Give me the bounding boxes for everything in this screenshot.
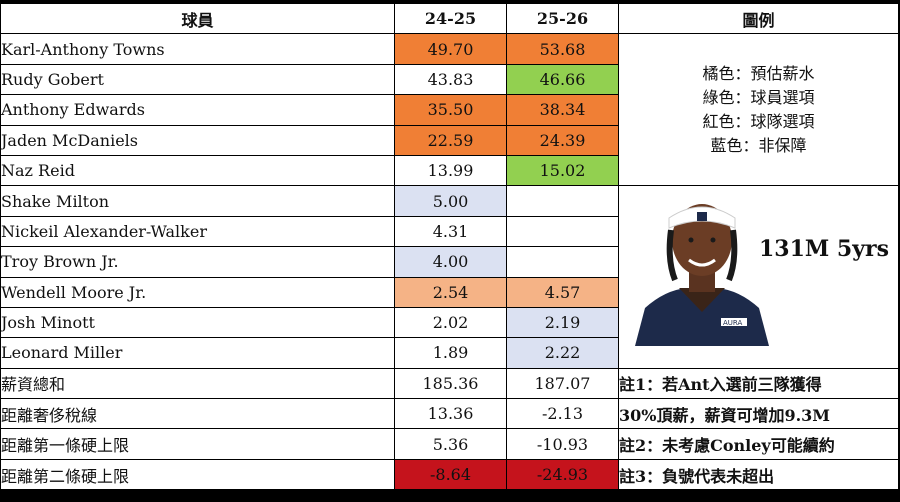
table-row: 距離奢侈稅線 13.36 -2.13 30%頂薪，薪資可增加9.3M <box>0 398 899 430</box>
legend-green: 綠色：球員選項 <box>702 87 815 107</box>
salary-2425: -8.64 <box>394 458 507 491</box>
salary-2526: 38.34 <box>506 94 619 126</box>
salary-2425: 1.89 <box>394 337 507 369</box>
table-row: Jaden McDaniels 22.59 24.39 <box>0 124 899 156</box>
row-label: 薪資總和 <box>0 367 395 400</box>
salary-2425: 2.54 <box>394 276 507 308</box>
salary-table: 球員 24-25 25-26 圖例 Karl-Anthony Towns 49.… <box>0 2 899 491</box>
salary-2526: 187.07 <box>506 367 619 400</box>
salary-2425: 49.70 <box>394 33 507 65</box>
salary-2526: 24.39 <box>506 124 619 156</box>
legend-red: 紅色：球隊選項 <box>702 111 815 131</box>
note-2: 註2：未考慮Conley可能續約 <box>618 428 899 460</box>
row-label: 距離奢侈稅線 <box>0 398 395 430</box>
header-row: 球員 24-25 25-26 圖例 <box>0 2 899 35</box>
table-row: Karl-Anthony Towns 49.70 53.68 橘色：預估薪水 綠… <box>0 33 899 187</box>
salary-2526: 4.57 <box>506 276 619 308</box>
player-name: Rudy Gobert <box>0 63 395 96</box>
contract-label: 131M 5yrs <box>759 236 890 263</box>
salary-2526: -2.13 <box>506 398 619 430</box>
table-row: Naz Reid 13.99 15.02 <box>0 154 899 187</box>
salary-2425: 185.36 <box>394 367 507 400</box>
player-name: Shake Milton <box>0 185 395 217</box>
header-2526: 25-26 <box>506 2 619 35</box>
header-legend: 圖例 <box>618 2 899 35</box>
salary-2526 <box>506 246 619 278</box>
table-row: Shake Milton 5.00 AURA <box>0 185 899 369</box>
salary-2526 <box>506 185 619 217</box>
table-row: Josh Minott 2.02 2.19 <box>0 306 899 339</box>
legend-blue: 藍色：非保障 <box>710 135 807 155</box>
table-row: Nickeil Alexander-Walker 4.31 <box>0 215 899 248</box>
salary-2425: 22.59 <box>394 124 507 156</box>
salary-2425: 2.02 <box>394 306 507 339</box>
table-row: 薪資總和 185.36 187.07 註1：若Ant入選前三隊獲得 <box>0 367 899 400</box>
salary-2425: 13.99 <box>394 154 507 187</box>
player-photo-cell: AURA 131M 5yrs <box>618 185 899 369</box>
header-player: 球員 <box>0 2 395 35</box>
salary-2425: 43.83 <box>394 63 507 96</box>
salary-2425: 5.00 <box>394 185 507 217</box>
salary-2526: 2.19 <box>506 306 619 339</box>
salary-2425: 13.36 <box>394 398 507 430</box>
salary-2526: -10.93 <box>506 428 619 460</box>
player-name: Troy Brown Jr. <box>0 246 395 278</box>
salary-2425: 4.31 <box>394 215 507 248</box>
player-name: Naz Reid <box>0 154 395 187</box>
player-name: Karl-Anthony Towns <box>0 33 395 65</box>
header-2425: 24-25 <box>394 2 507 35</box>
salary-2526: 2.22 <box>506 337 619 369</box>
salary-2526 <box>506 215 619 248</box>
table-row: 距離第一條硬上限 5.36 -10.93 註2：未考慮Conley可能續約 <box>0 428 899 460</box>
salary-2526: 53.68 <box>506 33 619 65</box>
salary-2425: 35.50 <box>394 94 507 126</box>
salary-2425: 5.36 <box>394 428 507 460</box>
table-row: Leonard Miller 1.89 2.22 <box>0 337 899 369</box>
player-name: Nickeil Alexander-Walker <box>0 215 395 248</box>
player-name: Wendell Moore Jr. <box>0 276 395 308</box>
table-row: Troy Brown Jr. 4.00 <box>0 246 899 278</box>
table-row: Rudy Gobert 43.83 46.66 <box>0 63 899 96</box>
salary-2526: 46.66 <box>506 63 619 96</box>
salary-2526: -24.93 <box>506 458 619 491</box>
note-1a: 註1：若Ant入選前三隊獲得 <box>618 367 899 400</box>
row-label: 距離第二條硬上限 <box>0 458 395 491</box>
row-label: 距離第一條硬上限 <box>0 428 395 460</box>
jersey-text: AURA <box>723 319 742 327</box>
salary-2526: 15.02 <box>506 154 619 187</box>
table-row: 距離第二條硬上限 -8.64 -24.93 註3：負號代表未超出 <box>0 458 899 491</box>
legend-cell: 橘色：預估薪水 綠色：球員選項 紅色：球隊選項 藍色：非保障 <box>618 33 899 187</box>
player-name: Leonard Miller <box>0 337 395 369</box>
player-name: Jaden McDaniels <box>0 124 395 156</box>
player-name: Josh Minott <box>0 306 395 339</box>
player-photo: AURA <box>631 190 773 347</box>
player-name: Anthony Edwards <box>0 94 395 126</box>
salary-2425: 4.00 <box>394 246 507 278</box>
note-1b: 30%頂薪，薪資可增加9.3M <box>618 398 899 430</box>
legend-orange: 橘色：預估薪水 <box>702 63 815 83</box>
note-3: 註3：負號代表未超出 <box>618 458 899 491</box>
